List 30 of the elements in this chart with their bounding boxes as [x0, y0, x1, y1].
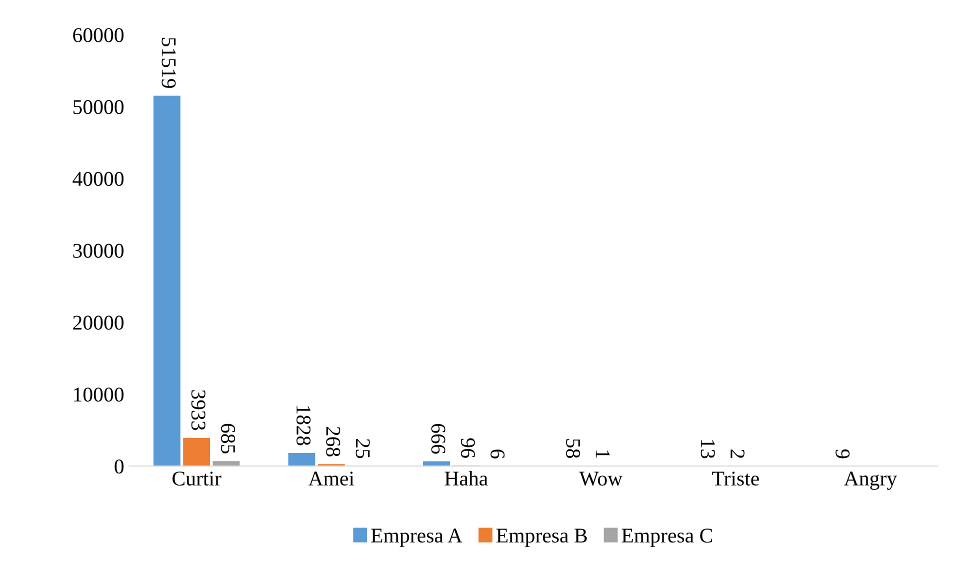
- x-tick-label: Wow: [579, 472, 623, 486]
- data-label: 6: [490, 450, 505, 458]
- legend-label: Empresa C: [622, 528, 712, 547]
- x-tick-label: Amei: [308, 472, 354, 486]
- legend-label: Empresa B: [496, 528, 587, 547]
- data-label: 685: [221, 424, 236, 454]
- x-tick-label: Haha: [444, 470, 488, 486]
- data-label: 1828: [296, 406, 311, 446]
- data-label: 3933: [191, 390, 206, 430]
- data-label: 96: [460, 438, 475, 458]
- data-label: 58: [566, 439, 580, 458]
- legend-label: Empresa A: [371, 528, 462, 547]
- y-tick-label: 0: [114, 459, 124, 474]
- data-label: 268: [326, 426, 340, 456]
- x-tick-label: Triste: [712, 472, 759, 486]
- data-label: 25: [356, 439, 370, 458]
- data-label: 9: [836, 449, 850, 458]
- y-tick-label: 50000: [73, 100, 124, 114]
- x-tick-label: Curtir: [172, 472, 222, 486]
- y-tick-label: 40000: [72, 172, 124, 186]
- data-label: 51519: [162, 38, 176, 88]
- y-tick-label: 10000: [74, 388, 124, 402]
- data-label: 13: [700, 440, 715, 458]
- y-tick-label: 60000: [73, 28, 124, 42]
- y-tick-label: 30000: [73, 244, 124, 258]
- data-label: 1: [596, 450, 610, 458]
- y-tick-label: 20000: [73, 316, 124, 330]
- x-tick-label: Angry: [844, 472, 898, 490]
- data-label: 666: [431, 424, 446, 454]
- data-label: 2: [730, 450, 744, 458]
